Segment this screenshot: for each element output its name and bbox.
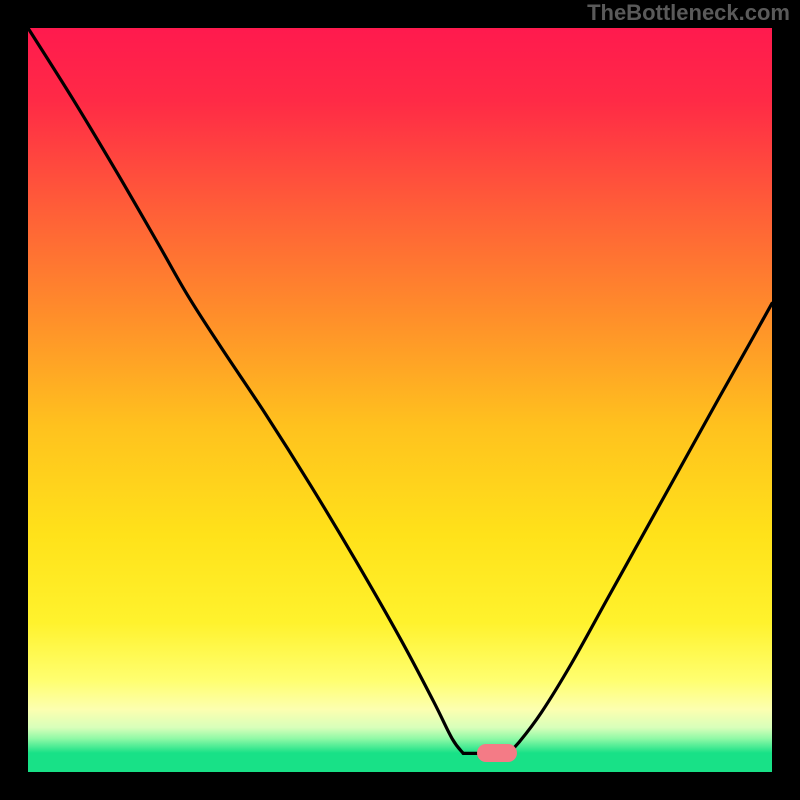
curve-right-arm — [508, 303, 772, 753]
watermark-text: TheBottleneck.com — [587, 0, 790, 26]
bottleneck-marker — [477, 744, 517, 762]
plot-area — [28, 28, 772, 772]
curve-left-arm — [28, 28, 463, 753]
chart-svg — [28, 28, 772, 772]
